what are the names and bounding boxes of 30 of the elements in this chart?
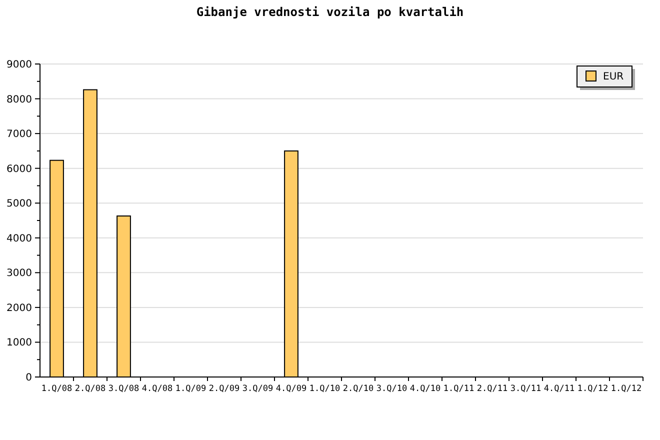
x-tick-label: 4.Q/08: [142, 384, 173, 394]
y-tick-label: 4000: [6, 233, 32, 244]
x-tick-label: 2.Q/11: [476, 384, 508, 394]
x-tick-label: 2.Q/10: [342, 384, 374, 394]
x-tick-label: 4.Q/10: [410, 384, 441, 394]
x-tick-label: 2.Q/09: [208, 384, 240, 394]
x-tick-label: 4.Q/11: [544, 384, 575, 394]
y-tick-label: 7000: [6, 129, 32, 140]
y-tick-label: 8000: [6, 94, 32, 106]
y-tick-label: 6000: [6, 164, 32, 175]
x-tick-label: 1.Q/12: [577, 384, 608, 394]
x-tick-label: 3.Q/09: [242, 384, 274, 394]
y-tick-label: 5000: [6, 198, 32, 210]
y-tick-label: 3000: [6, 268, 32, 280]
x-tick-label: 4.Q/09: [276, 384, 307, 394]
x-tick-label: 3.Q/11: [510, 384, 542, 394]
y-tick-label: 1000: [6, 338, 32, 349]
y-tick-label: 2000: [6, 302, 32, 314]
x-tick-label: 2.Q/08: [74, 384, 106, 394]
x-tick-label: 3.Q/10: [376, 384, 408, 394]
x-tick-label: 3.Q/08: [108, 384, 140, 394]
chart-title: Gibanje vrednosti vozila po kvartalih: [196, 5, 464, 19]
x-tick-label: 1.Q/11: [443, 384, 474, 394]
y-tick-label: 0: [26, 372, 32, 384]
x-tick-label: 1.Q/09: [175, 384, 206, 394]
y-tick-label: 9000: [6, 60, 32, 70]
x-tick-label: 1.Q/10: [309, 384, 340, 394]
x-tick-label: 1.Q/08: [41, 384, 72, 394]
legend-label: EUR: [603, 72, 624, 82]
x-tick-label: 1.Q/12: [610, 384, 642, 394]
